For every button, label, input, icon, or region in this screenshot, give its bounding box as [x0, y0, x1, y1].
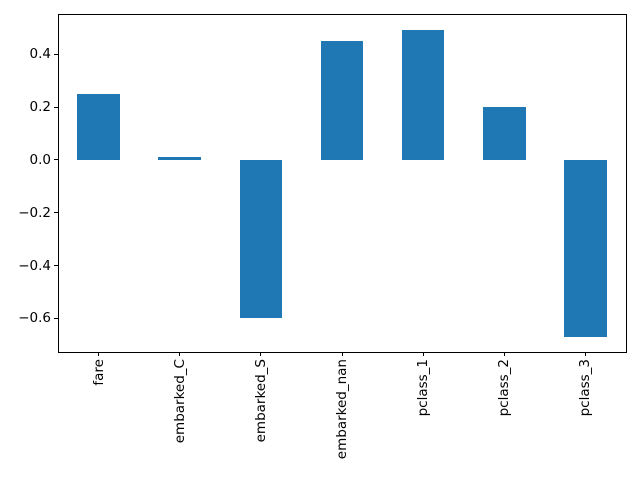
y-tick-label: 0.4: [29, 46, 51, 63]
x-tick-label: pclass_2: [496, 359, 513, 417]
x-tick-label-wrap: embarked_C: [171, 359, 189, 443]
x-tick-label: embarked_S: [252, 359, 269, 443]
plot-area: [58, 14, 627, 353]
x-tick-label-wrap: pclass_1: [414, 359, 432, 416]
y-tick-label: −0.6: [18, 310, 51, 327]
x-tick-label-wrap: embarked_S: [252, 359, 270, 442]
x-tick-label-wrap: pclass_3: [576, 359, 594, 416]
x-tick-label-wrap: pclass_2: [495, 359, 513, 416]
y-tick-label: 0.2: [29, 99, 51, 116]
x-tick-label-wrap: embarked_nan: [333, 359, 351, 459]
y-tick-label: −0.2: [18, 204, 51, 221]
x-tick-label-wrap: fare: [90, 359, 108, 386]
y-tick-label: −0.4: [18, 257, 51, 274]
x-tick-label: pclass_1: [415, 359, 432, 417]
x-tick-label: embarked_C: [171, 359, 188, 444]
x-tick-label: pclass_3: [577, 359, 594, 417]
y-tick-label: 0.0: [29, 151, 51, 168]
x-tick-label: fare: [90, 359, 107, 386]
x-tick-label: embarked_nan: [334, 359, 350, 460]
